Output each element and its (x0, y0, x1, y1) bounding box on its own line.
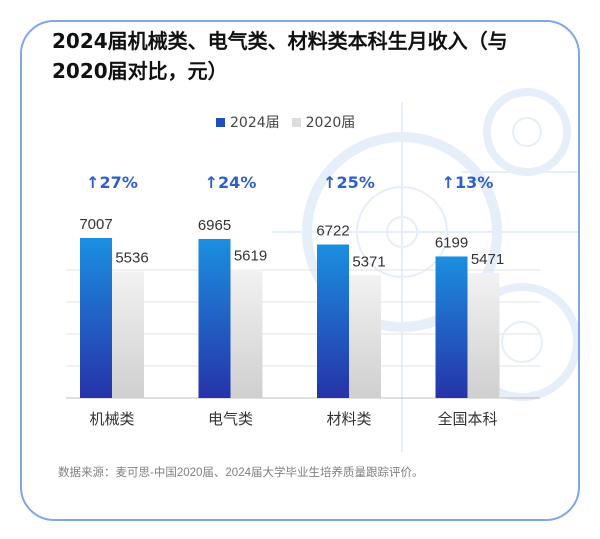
category-label: 全国本科 (437, 410, 497, 428)
category-label: 材料类 (326, 410, 371, 428)
data-label-2024: 6199 (435, 234, 468, 251)
chart-legend: 2024届 2020届 (216, 112, 367, 132)
data-label-2020: 5371 (352, 253, 385, 270)
growth-label: ↑27% (86, 173, 138, 192)
data-label-2020: 5619 (234, 248, 267, 265)
bar-2024 (198, 238, 231, 398)
legend-item-2024: 2024届 (216, 112, 280, 132)
chart-title: 2024届机械类、电气类、材料类本科生月收入（与2020届对比，元） (52, 29, 508, 83)
bar-2024 (317, 244, 349, 398)
growth-label: ↑24% (205, 173, 257, 192)
data-label-2024: 7007 (79, 216, 112, 233)
bar-2020 (230, 269, 263, 398)
data-label-2024: 6722 (316, 223, 349, 240)
legend-label-2020: 2020届 (305, 115, 356, 131)
bar-2020 (467, 273, 500, 398)
bar-2020 (112, 271, 144, 398)
legend-item-2020: 2020届 (291, 112, 356, 132)
data-label-2020: 5536 (115, 250, 148, 267)
category-label: 电气类 (208, 410, 253, 428)
data-label-2024: 6965 (198, 217, 231, 234)
growth-label: ↑25% (323, 173, 375, 192)
bar-2020 (349, 275, 381, 398)
category-label: 机械类 (89, 410, 134, 428)
data-label-2020: 5471 (471, 251, 504, 268)
source-note: 数据来源：麦可思-中国2020届、2024届大学毕业生培养质量跟踪评价。 (58, 467, 424, 479)
legend-label-2024: 2024届 (230, 115, 280, 131)
growth-label: ↑13% (442, 173, 494, 192)
legend-swatch-2024 (216, 117, 225, 127)
bar-2024 (80, 238, 112, 398)
bar-2024 (435, 256, 468, 398)
legend-swatch-2020 (291, 117, 301, 127)
